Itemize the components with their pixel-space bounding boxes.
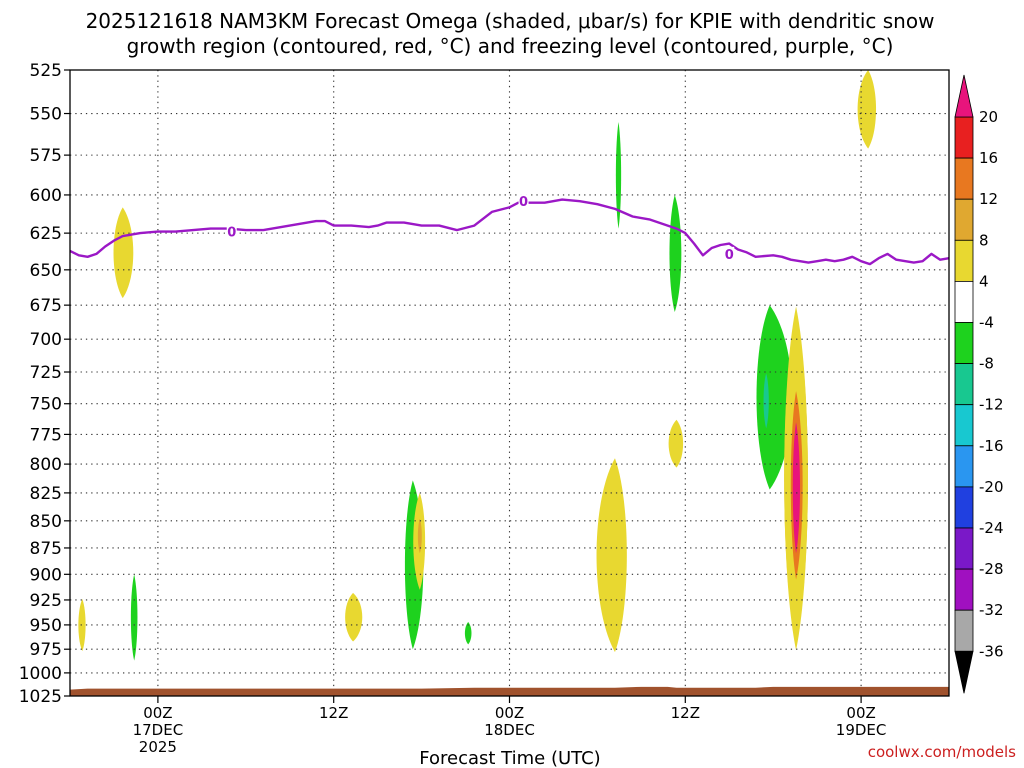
- y-tick-label-775: 775: [30, 425, 62, 445]
- freezing-level-line: [69, 198, 950, 266]
- y-tick-label-750: 750: [30, 395, 62, 415]
- omega-feature-1: [78, 598, 86, 652]
- colorbar-segment-6: [954, 322, 974, 364]
- chart-title-line2: growth region (contoured, red, °C) and f…: [127, 34, 894, 58]
- y-tick-label-975: 975: [30, 640, 62, 660]
- colorbar-segment-7: [954, 363, 974, 406]
- y-tick-label-550: 550: [30, 105, 62, 125]
- colorbar-tick-10: -20: [979, 478, 1004, 496]
- colorbar-segment-5: [954, 280, 974, 323]
- colorbar-segment-2: [954, 157, 974, 200]
- chart-title-line1: 2025121618 NAM3KM Forecast Omega (shaded…: [86, 9, 935, 33]
- omega-feature-13: [756, 305, 793, 490]
- omega-feature-2: [113, 207, 134, 299]
- colorbar-tick-2: 16: [979, 149, 998, 167]
- x-tick-label-20-0: 00Z: [495, 704, 524, 722]
- omega-feature-10: [596, 458, 627, 653]
- colorbar-segment-1: [954, 116, 974, 159]
- freezing-level-label-bg-2: [518, 194, 529, 209]
- omega-feature-9: [615, 121, 622, 229]
- colorbar-segment-12: [954, 568, 974, 611]
- y-tick-label-900: 900: [30, 565, 62, 585]
- freezing-level-label-1: 0: [227, 226, 236, 241]
- x-tick-label-0-1: 17DEC: [133, 721, 184, 739]
- y-tick-label-650: 650: [30, 261, 62, 281]
- y-tick-label-575: 575: [30, 146, 62, 166]
- colorbar-tick-12: -28: [979, 560, 1004, 578]
- omega-feature-19: [857, 70, 877, 149]
- y-tick-label-600: 600: [30, 186, 62, 206]
- y-tick-label-725: 725: [30, 363, 62, 383]
- colorbar-tick-5: 4: [979, 272, 989, 290]
- colorbar-segment-11: [954, 527, 974, 570]
- y-tick-label-1000: 1000: [19, 664, 62, 684]
- y-tick-label-675: 675: [30, 296, 62, 316]
- freezing-level-label-bg-3: [724, 246, 735, 261]
- y-tick-label-950: 950: [30, 616, 62, 636]
- colorbar-tick-11: -24: [979, 519, 1004, 537]
- omega-feature-14: [763, 373, 769, 429]
- x-tick-label-0-2: 2025: [139, 738, 177, 756]
- x-tick-label-30-0: 12Z: [671, 704, 700, 722]
- colorbar-tick-4: 8: [979, 231, 989, 249]
- colorbar-tick-6: -4: [979, 314, 994, 332]
- colorbar-tick-1: 20: [979, 108, 998, 126]
- y-tick-label-800: 800: [30, 455, 62, 475]
- colorbar-tick-8: -12: [979, 396, 1004, 414]
- omega-feature-11: [669, 194, 682, 313]
- omega-feature-7: [417, 518, 422, 554]
- y-tick-label-525: 525: [30, 61, 62, 81]
- colorbar-tick-14: -36: [979, 642, 1004, 660]
- colorbar-tick-9: -16: [979, 437, 1004, 455]
- colorbar-segment-8: [954, 404, 974, 447]
- colorbar-segment-4: [954, 239, 974, 282]
- y-tick-label-700: 700: [30, 330, 62, 350]
- colorbar-legend: 20 16 12 8 4 -4 -8 -12 -16 -20 -24 -28 -32 -36: [954, 74, 1004, 694]
- credit-text: coolwx.com/models: [868, 743, 1016, 761]
- y-tick-label-1025: 1025: [19, 687, 62, 707]
- y-axis-pressure: 525 550 575 600 625 650 675 700 725 750 775 800 825 8…: [19, 61, 70, 707]
- colorbar-segment-10: [954, 486, 974, 529]
- y-tick-label-625: 625: [30, 224, 62, 244]
- terrain-fill: [70, 686, 949, 696]
- y-tick-label-850: 850: [30, 512, 62, 532]
- y-tick-label-875: 875: [30, 539, 62, 559]
- colorbar-tick-7: -8: [979, 355, 994, 373]
- x-tick-label-0-0: 00Z: [143, 704, 172, 722]
- x-tick-label-10-0: 12Z: [319, 704, 348, 722]
- freezing-level-label-3: 0: [725, 248, 734, 263]
- omega-feature-12: [668, 419, 684, 468]
- plot-area: 0 0 0: [69, 70, 950, 696]
- colorbar-segment-9: [954, 445, 974, 488]
- colorbar-top-arrow: [954, 74, 974, 118]
- x-tick-label-40-0: 00Z: [846, 704, 875, 722]
- omega-feature-8: [464, 621, 472, 645]
- x-tick-label-40-1: 19DEC: [836, 721, 887, 739]
- colorbar-segment-3: [954, 198, 974, 241]
- y-tick-label-825: 825: [30, 484, 62, 504]
- colorbar-tick-13: -32: [979, 601, 1004, 619]
- colorbar-bottom-arrow: [954, 650, 974, 694]
- x-axis-label: Forecast Time (UTC): [419, 748, 600, 768]
- freezing-level-label-2: 0: [519, 195, 528, 210]
- colorbar-segment-13: [954, 609, 974, 652]
- omega-feature-4: [345, 592, 363, 642]
- freezing-level-label-bg-1: [226, 224, 237, 239]
- omega-feature-18: [792, 422, 801, 554]
- omega-feature-3: [130, 574, 138, 661]
- colorbar-tick-3: 12: [979, 190, 998, 208]
- x-tick-label-20-1: 18DEC: [484, 721, 535, 739]
- y-tick-label-925: 925: [30, 591, 62, 611]
